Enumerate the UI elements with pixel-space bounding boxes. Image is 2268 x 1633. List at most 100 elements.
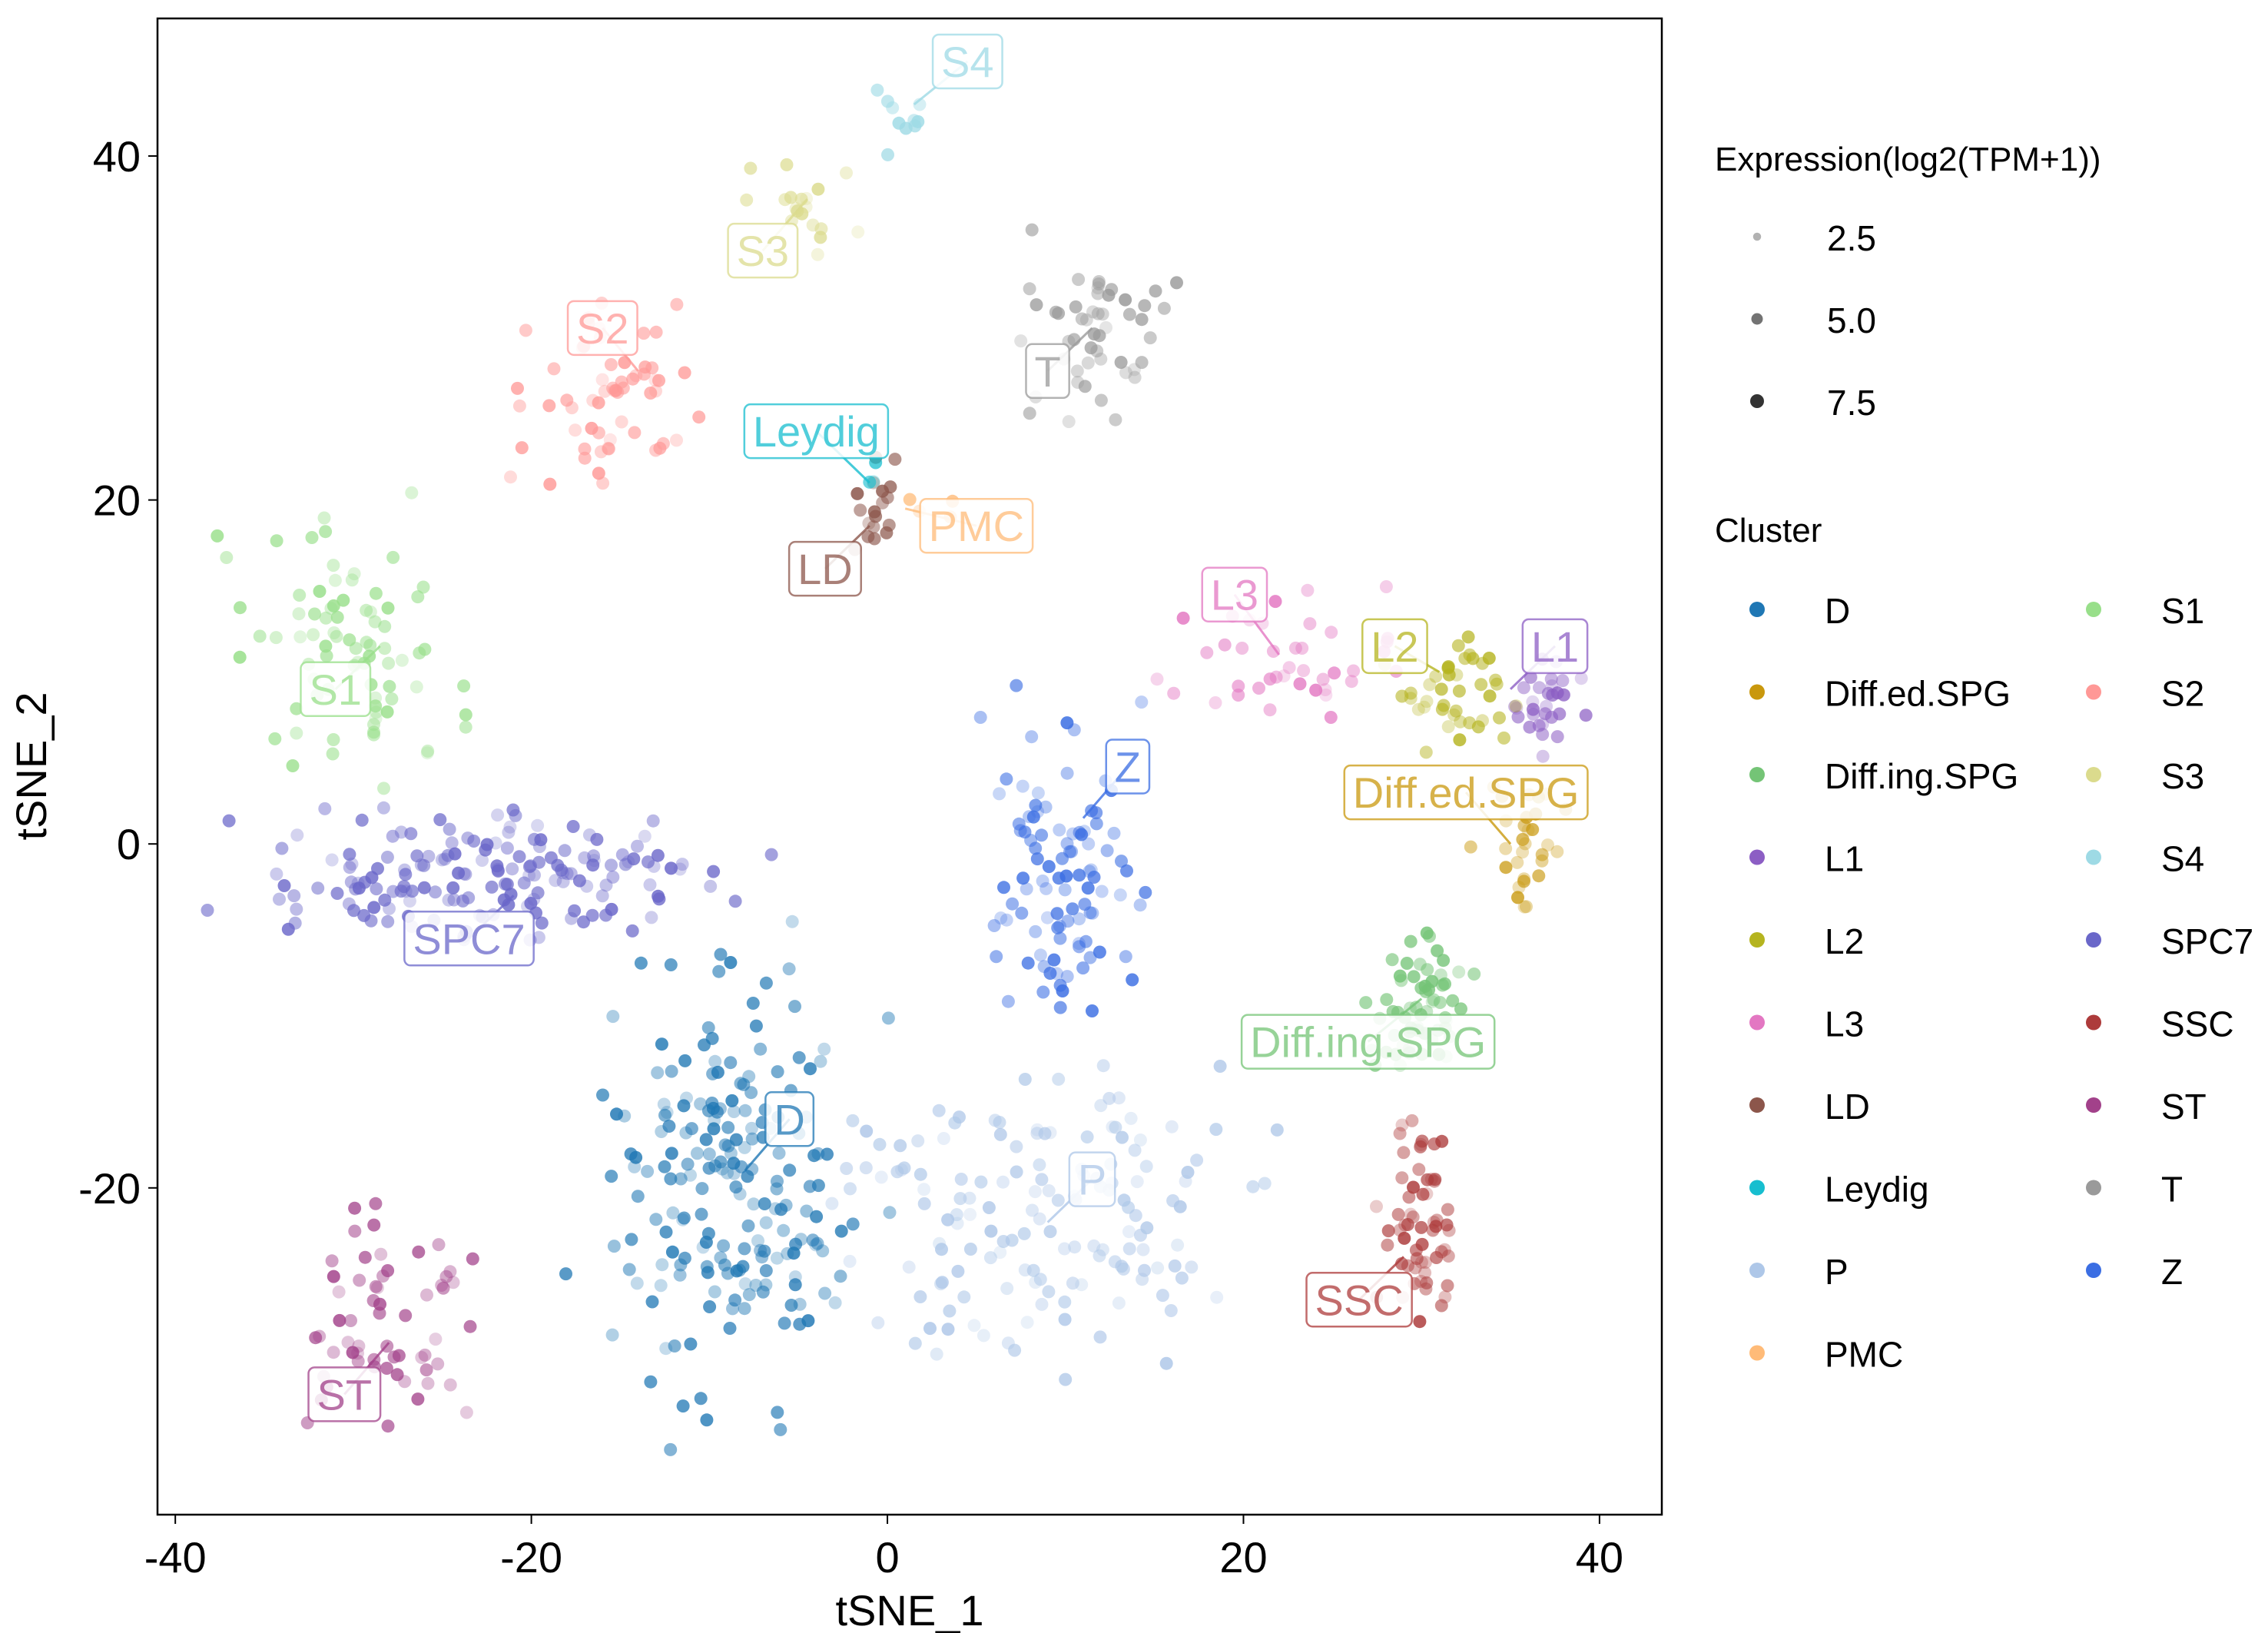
point-ST [351, 1346, 364, 1360]
point-Z [1053, 823, 1066, 837]
cluster-label-P: P [1046, 1151, 1116, 1223]
point-S1 [405, 486, 419, 500]
point-ST [353, 1273, 366, 1287]
point-Diff.ed.SPG [1464, 840, 1477, 854]
point-SPC7 [646, 814, 660, 828]
point-L2 [1395, 689, 1409, 703]
point-Diff.ing.SPG [1452, 965, 1466, 979]
legend-swatch [2086, 1097, 2101, 1113]
point-Diff.ing.SPG [1423, 929, 1436, 943]
point-T [1128, 370, 1142, 384]
point-D [666, 1206, 680, 1220]
point-L3 [1277, 669, 1291, 683]
point-D [665, 1064, 678, 1078]
point-T [1086, 305, 1099, 319]
legend-swatch [1749, 684, 1765, 700]
label-text: Diff.ed.SPG [1353, 768, 1580, 817]
point-D [846, 1217, 860, 1231]
point-SPC7 [290, 902, 303, 916]
point-SPC7 [522, 860, 536, 874]
point-L3 [1218, 638, 1232, 652]
point-S1 [367, 718, 380, 732]
x-tick-label: 20 [1219, 1533, 1267, 1582]
legend-item-D: D [1749, 591, 1850, 631]
point-SPC7 [386, 829, 400, 843]
point-Diff.ed.SPG [1541, 838, 1554, 852]
point-D [708, 1159, 722, 1173]
point-D [727, 1157, 741, 1170]
point-ST [421, 1376, 435, 1390]
point-S1 [367, 728, 380, 742]
point-ST [380, 1362, 393, 1375]
point-ST [369, 1197, 383, 1210]
point-Z [1076, 961, 1090, 975]
point-SPC7 [502, 898, 516, 911]
point-P [1010, 1165, 1023, 1179]
label-box [1201, 566, 1268, 622]
label-text: ST [317, 1370, 373, 1419]
point-D [702, 1147, 716, 1161]
point-S1 [233, 650, 247, 664]
point-T [1030, 298, 1043, 312]
point-T [1135, 356, 1149, 370]
point-S2 [515, 441, 529, 455]
point-ST [390, 1368, 404, 1382]
point-S1 [317, 511, 331, 525]
point-Diff.ing.SPG [1438, 977, 1451, 991]
point-L1 [1550, 686, 1564, 700]
point-SSC [1419, 1282, 1433, 1296]
point-D [644, 1375, 658, 1389]
point-P [843, 1254, 857, 1268]
cluster-label-T: T [1025, 327, 1093, 400]
point-SPC7 [605, 858, 618, 872]
point-L3 [1301, 583, 1315, 597]
point-L2 [1466, 652, 1480, 665]
point-D [774, 1422, 788, 1436]
point-SPC7 [394, 825, 408, 839]
cluster-label-ST: ST [307, 1342, 390, 1422]
point-SSC [1441, 1279, 1454, 1293]
point-D [787, 1246, 801, 1260]
point-Z [1073, 825, 1086, 839]
point-SPC7 [643, 878, 657, 891]
point-Diff.ed.SPG [1511, 891, 1524, 904]
legend-label: Z [2161, 1252, 2183, 1292]
point-D [721, 1166, 734, 1180]
point-ST [429, 1333, 443, 1346]
point-SPC7 [499, 877, 512, 891]
point-SPC7 [645, 911, 658, 924]
point-ST [374, 1247, 388, 1261]
point-P [957, 1290, 971, 1304]
point-D [783, 1163, 797, 1177]
point-S1 [319, 525, 333, 539]
label-text: S4 [941, 38, 994, 86]
point-P [1080, 1130, 1094, 1143]
point-L3 [1263, 672, 1277, 686]
point-D [705, 1031, 719, 1045]
point-D [729, 1180, 743, 1194]
point-T [1081, 356, 1095, 370]
point-D [708, 1054, 722, 1068]
point-ST [381, 1419, 395, 1433]
legend-swatch [1749, 932, 1765, 948]
point-SPC7 [311, 881, 325, 895]
point-Z [1016, 871, 1030, 885]
point-ST [412, 1245, 426, 1259]
point-Z [1029, 841, 1043, 855]
point-S1 [382, 656, 396, 670]
point-SPC7 [383, 901, 396, 915]
point-SPC7 [364, 914, 378, 928]
point-P [1213, 1060, 1227, 1073]
point-S1 [363, 605, 377, 619]
point-P [941, 1213, 955, 1226]
point-D [681, 1157, 695, 1171]
point-P [1051, 1193, 1065, 1207]
point-SPC7 [665, 861, 678, 875]
point-Z [1052, 871, 1066, 885]
point-L2 [1493, 711, 1506, 725]
point-L3 [1268, 595, 1282, 609]
point-SSC [1429, 1220, 1443, 1233]
point-T [1143, 331, 1157, 345]
point-S1 [360, 603, 373, 617]
point-D [657, 1097, 671, 1111]
